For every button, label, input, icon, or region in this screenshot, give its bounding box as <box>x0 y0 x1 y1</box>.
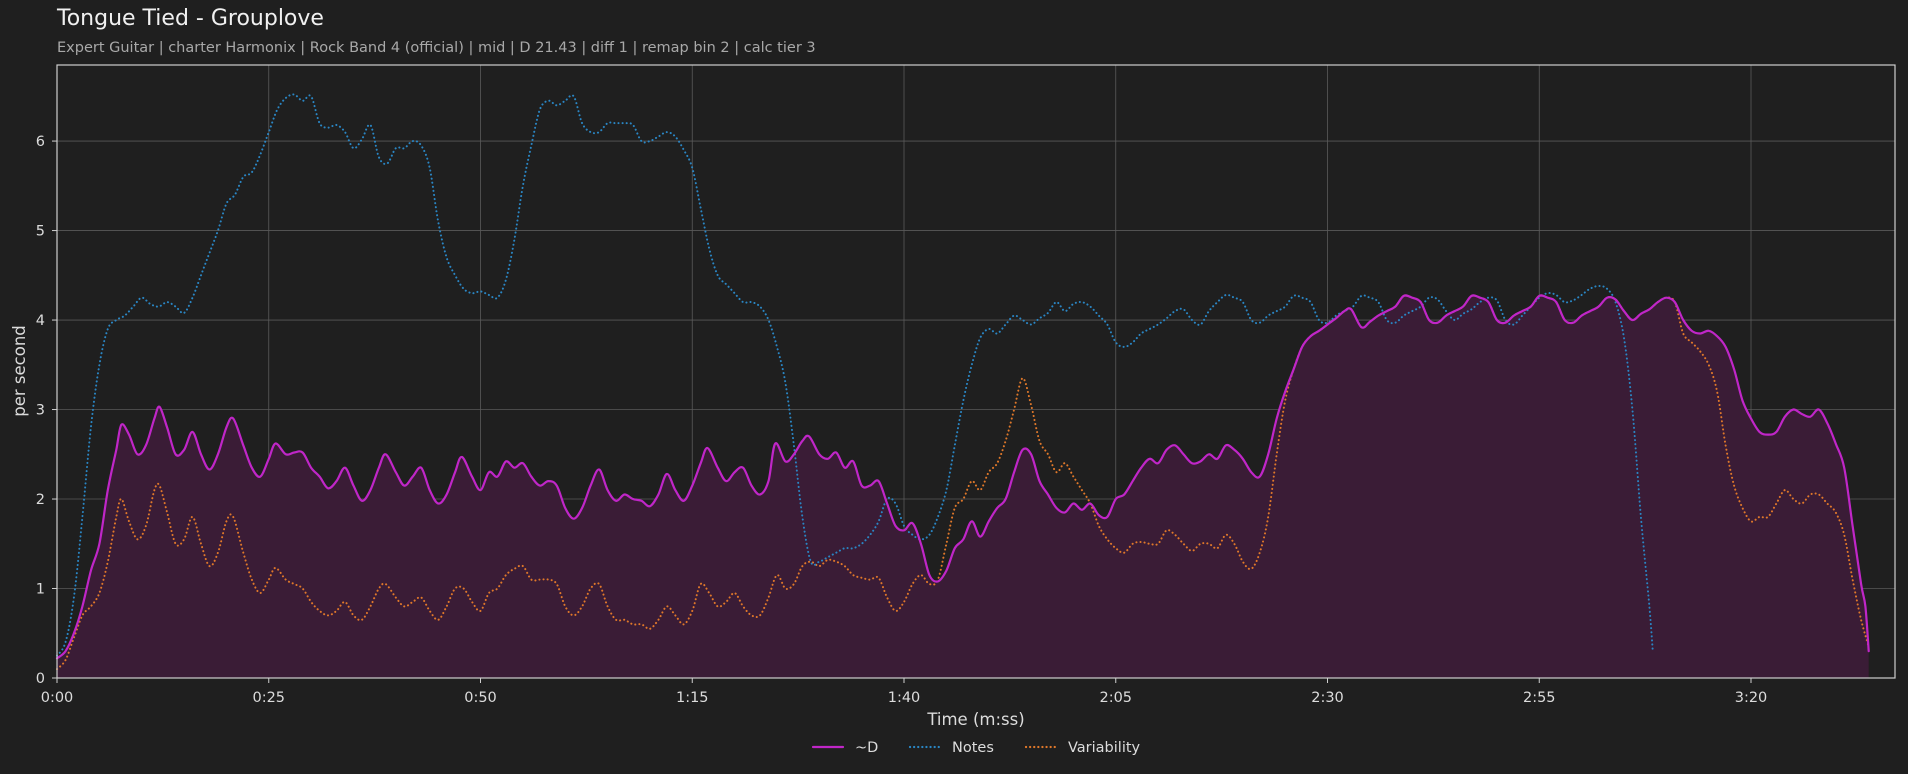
chart-title: Tongue Tied - Grouplove <box>57 6 324 31</box>
x-tick-label: 0:25 <box>252 690 285 706</box>
y-tick-label: 6 <box>36 134 45 150</box>
x-tick-label: 1:15 <box>676 690 709 706</box>
notes-legend-label: Notes <box>952 740 994 756</box>
chart-subtitle: Expert Guitar | charter Harmonix | Rock … <box>57 40 816 56</box>
x-axis-label: Time (m:ss) <box>926 710 1024 729</box>
y-tick-label: 2 <box>36 492 45 508</box>
x-tick-label: 2:30 <box>1311 690 1344 706</box>
variability-legend-label: Variability <box>1068 740 1141 756</box>
d-legend-label: ~D <box>855 740 878 756</box>
x-tick-label: 2:05 <box>1099 690 1132 706</box>
x-tick-label: 0:50 <box>464 690 497 706</box>
x-tick-label: 2:55 <box>1523 690 1556 706</box>
y-tick-label: 4 <box>36 313 45 329</box>
notes-series-line <box>56 93 1654 657</box>
y-tick-label: 1 <box>36 582 45 598</box>
y-axis-label: per second <box>10 325 29 417</box>
x-tick-label: 0:00 <box>41 690 74 706</box>
series-lines <box>55 93 1870 671</box>
y-tick-label: 5 <box>36 224 45 240</box>
legend: ~D Notes Variability <box>811 740 1141 756</box>
x-tick-label: 3:20 <box>1735 690 1768 706</box>
d-area-fill <box>57 295 1869 678</box>
axis-ticks: 0:00 0:25 0:50 1:15 1:40 2:05 2:30 2:55 3:20 0 1 2 3… <box>36 134 1768 706</box>
d-series-line <box>55 294 1870 660</box>
d-series-area <box>57 295 1869 678</box>
y-tick-label: 0 <box>36 671 45 687</box>
y-tick-label: 3 <box>36 403 45 419</box>
plot-frame <box>56 64 1896 679</box>
x-tick-label: 1:40 <box>888 690 921 706</box>
